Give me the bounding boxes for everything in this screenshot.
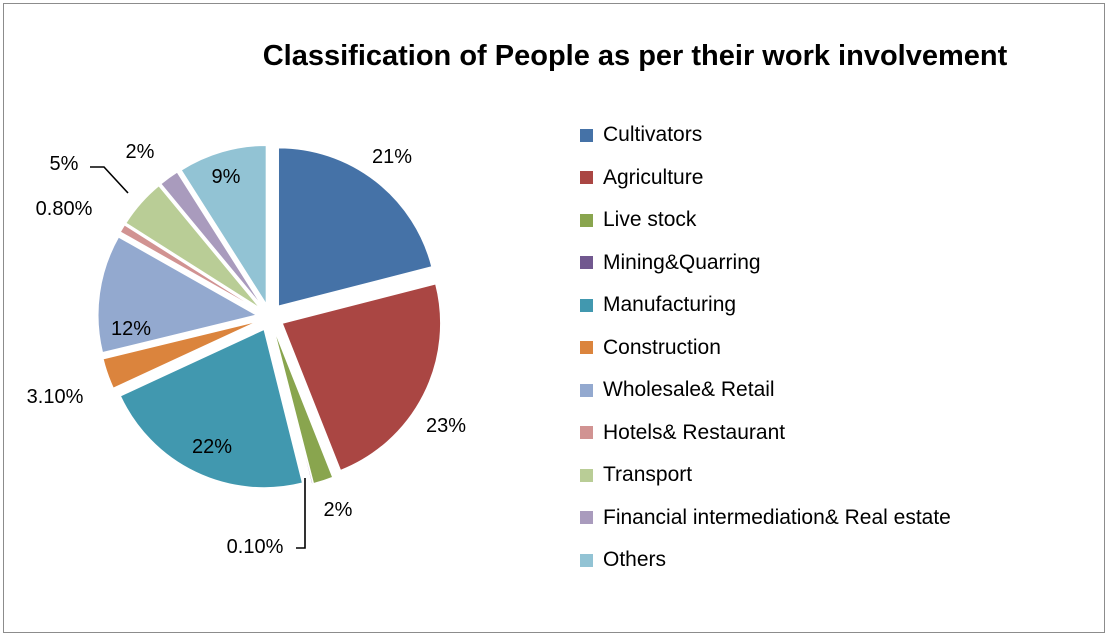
legend-label: Construction	[603, 335, 721, 359]
legend-swatch	[580, 298, 593, 312]
legend-swatch	[580, 426, 593, 440]
legend-item-live-stock: Live stock	[580, 199, 1080, 242]
pie-slice-others	[180, 145, 267, 305]
data-label-cultivators: 21%	[372, 146, 412, 168]
chart-title: Classification of People as per their wo…	[262, 40, 1008, 72]
pie-slice-agriculture	[281, 283, 441, 471]
legend-item-manufacturing: Manufacturing	[580, 284, 1080, 327]
pie-slice-construction	[102, 321, 257, 389]
data-label-manufacturing: 22%	[192, 436, 232, 458]
legend-label: Hotels& Restaurant	[603, 420, 786, 444]
legend-swatch	[580, 171, 593, 185]
pie-slice-hotels-restaurant	[119, 224, 259, 311]
legend-swatch	[580, 256, 593, 270]
pie-slice-cultivators	[278, 147, 433, 307]
data-label-financial-intermediation-real-estate: 2%	[126, 141, 155, 163]
pie-slice-live-stock	[273, 330, 334, 484]
data-label-live-stock: 2%	[324, 499, 353, 521]
data-label-others: 9%	[212, 166, 241, 188]
pie-slice-financial-intermediation-real-estate	[160, 171, 263, 306]
legend-item-construction: Construction	[580, 327, 1080, 370]
legend-item-hotels-restaurant: Hotels& Restaurant	[580, 412, 1080, 455]
leader-line-mining	[296, 478, 306, 549]
data-label-mining-quarring: 0.10%	[227, 536, 284, 558]
legend-swatch	[580, 128, 593, 142]
legend-swatch	[580, 553, 593, 567]
legend-label: Mining&Quarring	[603, 250, 761, 274]
legend-label: Financial intermediation& Real estate	[603, 505, 951, 529]
legend-swatch	[580, 383, 593, 397]
pie-slice-mining-quarring	[273, 330, 314, 485]
data-label-construction: 3.10%	[27, 386, 84, 408]
legend-swatch	[580, 341, 593, 355]
legend: Cultivators Agriculture Live stock Mining&Q…	[580, 114, 1080, 582]
pie-slice-wholesale-retail	[97, 236, 258, 353]
data-label-agriculture: 23%	[426, 415, 466, 437]
legend-swatch	[580, 468, 593, 482]
legend-item-transport: Transport	[580, 454, 1080, 497]
legend-label: Wholesale& Retail	[603, 378, 775, 402]
data-label-transport: 5%	[50, 153, 79, 175]
legend-label: Manufacturing	[603, 293, 737, 317]
legend-label: Agriculture	[603, 165, 704, 189]
pie-slice-manufacturing	[120, 329, 303, 489]
legend-label: Cultivators	[603, 123, 703, 147]
legend-item-others: Others	[580, 539, 1080, 582]
legend-item-agriculture: Agriculture	[580, 157, 1080, 200]
legend-item-financial-intermediation-real-estate: Financial intermediation& Real estate	[580, 497, 1080, 540]
legend-label: Others	[603, 548, 667, 572]
leader-line-transport	[90, 166, 129, 194]
legend-swatch	[580, 213, 593, 227]
data-label-wholesale-retail: 12%	[111, 318, 151, 340]
legend-item-wholesale-retail: Wholesale& Retail	[580, 369, 1080, 412]
legend-item-cultivators: Cultivators	[580, 114, 1080, 157]
legend-item-mining-quarring: Mining&Quarring	[580, 242, 1080, 285]
legend-label: Live stock	[603, 208, 697, 232]
legend-label: Transport	[603, 463, 693, 487]
data-label-hotels-restaurant: 0.80%	[36, 198, 93, 220]
pie-slice-transport	[125, 185, 260, 309]
legend-swatch	[580, 511, 593, 525]
